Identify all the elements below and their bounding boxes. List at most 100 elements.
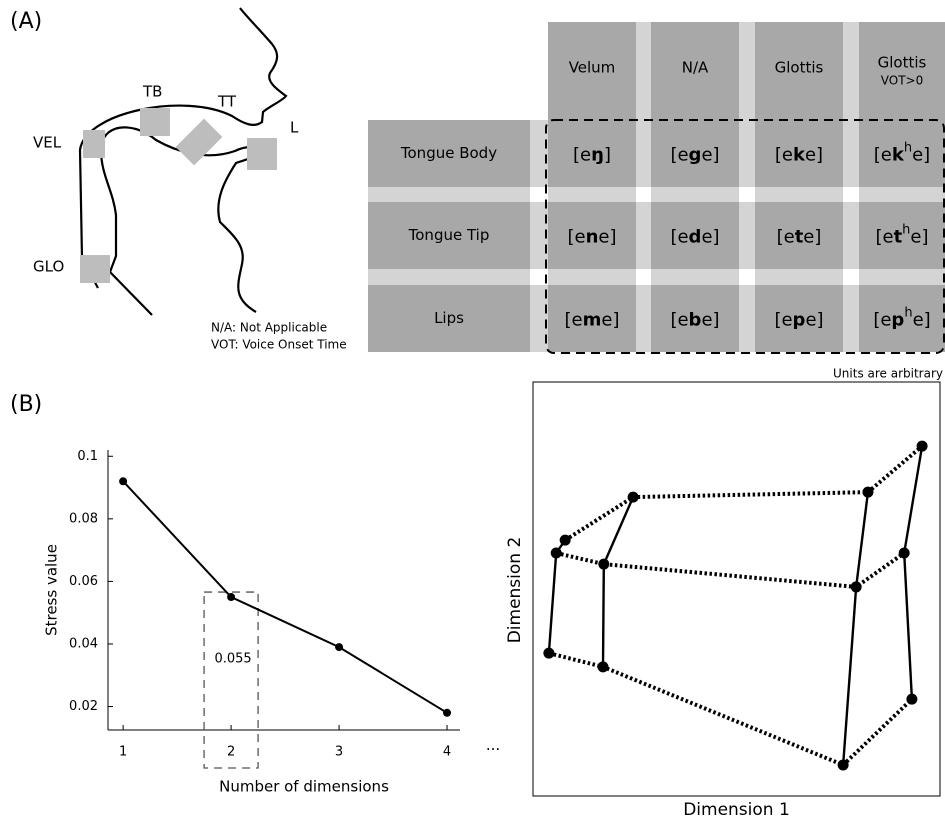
header-cell (651, 22, 739, 120)
ipa-consonant: p (891, 310, 904, 331)
point (906, 693, 918, 705)
ipa-part: e] (803, 227, 821, 248)
cell-text: [ephe] (873, 305, 930, 331)
ipa-aspiration: h (902, 222, 910, 237)
cell (755, 202, 843, 269)
cell (755, 120, 843, 187)
diagram-label: TT (217, 93, 237, 111)
point (597, 661, 609, 673)
cross-link (841, 491, 870, 766)
cell (859, 285, 945, 352)
gap (530, 187, 548, 202)
cell (651, 202, 739, 269)
y-tick-label: 0.08 (69, 511, 98, 526)
ipa-part: [e (670, 310, 688, 331)
cell (651, 285, 739, 352)
series-link (555, 551, 906, 589)
series-link (564, 444, 924, 542)
y-tick-label: 0.04 (69, 636, 98, 651)
point (627, 491, 639, 503)
ipa-part: e] (805, 310, 823, 331)
ipa-consonant: t (795, 227, 804, 248)
ipa-consonant: k (892, 145, 905, 166)
point (862, 486, 874, 498)
x-tick-label: 1 (119, 745, 127, 760)
column-header: Velum (569, 59, 616, 77)
cell-text: [ekhe] (874, 140, 930, 166)
ipa-consonant: m (583, 310, 602, 331)
upper-contour (78, 7, 288, 289)
header-cell (548, 22, 636, 120)
ipa-part: [e (670, 227, 688, 248)
ipa-part: e] (913, 310, 931, 331)
point (598, 558, 610, 570)
panel-label: (A) (10, 9, 42, 34)
cell (755, 285, 843, 352)
dashed-frame (545, 119, 945, 354)
cell-text: [eke] (775, 145, 823, 166)
column-header: Glottis (878, 54, 927, 72)
cell-text: [ege] (670, 145, 719, 166)
chart: 0.02 0.04 0.06 0.08 0.1 1 2 3 4 ··· Number of dime… (43, 449, 501, 796)
x-tick-label: 2 (227, 745, 235, 760)
y-tick-label: 0.02 (69, 699, 98, 714)
cell-text: [ede] (670, 227, 719, 248)
ipa-part: [e (573, 145, 591, 166)
ipa-part: [e (565, 310, 583, 331)
cell (548, 120, 636, 187)
row-header: Lips (434, 309, 464, 327)
point (898, 547, 910, 559)
marker (80, 255, 110, 283)
diagram-label: L (290, 119, 299, 137)
ipa-part: [e (874, 145, 892, 166)
header-cell (755, 22, 843, 120)
ipa-part: e] (701, 310, 719, 331)
marker (140, 108, 170, 136)
point (850, 581, 862, 593)
point (916, 440, 928, 452)
diagram-label: VEL (33, 134, 62, 152)
ipa-part: e] (598, 227, 616, 248)
point (335, 643, 344, 652)
ipa-part: e] (805, 145, 823, 166)
column-header: N/A (682, 59, 709, 77)
y-tick-label: 0.1 (77, 449, 98, 464)
tongue-contour (99, 126, 264, 316)
row-header-cell (368, 120, 530, 187)
ipa-aspiration: h (904, 140, 912, 155)
x-axis-label: Number of dimensions (219, 778, 389, 796)
ipa-part: e] (701, 227, 719, 248)
x-tick-label: 4 (443, 745, 451, 760)
cell-text: [eŋ] (573, 145, 611, 166)
ipa-part: e] (912, 145, 930, 166)
gap (843, 187, 859, 202)
diagram-label: GLO (33, 258, 64, 276)
cross-link (601, 496, 635, 667)
point (543, 647, 555, 659)
ipa-part: [e (873, 310, 891, 331)
y-axis-label: Stress value (43, 544, 61, 636)
point (443, 708, 452, 717)
point (559, 534, 571, 546)
annotation: 0.055 (214, 652, 251, 667)
cell-text: [ebe] (670, 310, 719, 331)
diagram-label: TB (142, 83, 162, 101)
x-continuation: ··· (486, 741, 500, 759)
gap (636, 187, 651, 202)
ipa-consonant: g (689, 145, 702, 166)
ipa-consonant: n (586, 227, 599, 248)
marker (175, 118, 223, 166)
y-tick-label: 0.06 (69, 574, 98, 589)
cell (859, 120, 945, 187)
cell-text: [ete] (777, 227, 822, 248)
cell (859, 202, 945, 269)
point (227, 593, 236, 602)
column-note: VOT>0 (881, 74, 923, 88)
panel-label: (B) (10, 392, 42, 417)
diagram-labels: VEL TB TT L GLO (33, 83, 299, 276)
cell-text: [eme] (565, 310, 620, 331)
table: Velum N/A Glottis Glottis VOT>0 Tongue Body [e… (368, 22, 945, 354)
ipa-consonant: k (793, 145, 806, 166)
plot-frame (532, 381, 941, 797)
gap (843, 269, 859, 285)
